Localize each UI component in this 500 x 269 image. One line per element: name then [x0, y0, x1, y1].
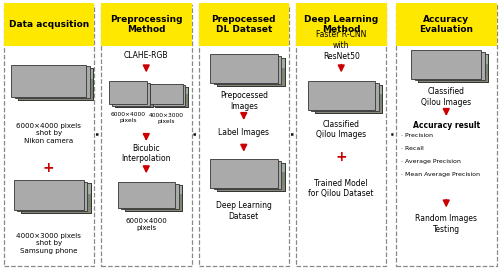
Text: Accuracy
Evaluation: Accuracy Evaluation [420, 15, 474, 34]
Bar [217, 58, 284, 86]
Bar [156, 103, 188, 107]
Text: · Average Precision: · Average Precision [401, 159, 461, 164]
Bar [115, 84, 152, 107]
Bar [124, 206, 182, 211]
Bar [17, 182, 88, 211]
Bar [15, 66, 90, 98]
Bar [396, 3, 496, 46]
Bar [4, 3, 94, 46]
Text: 6000×4000 pixels
shot by
Nikon camera: 6000×4000 pixels shot by Nikon camera [16, 123, 81, 144]
Bar [296, 3, 386, 46]
Bar [20, 183, 91, 213]
Bar [217, 162, 284, 191]
Text: 4000×3000
pixels: 4000×3000 pixels [149, 114, 184, 124]
Text: CLAHE-RGB: CLAHE-RGB [124, 51, 168, 60]
Bar [20, 207, 91, 213]
Bar [18, 68, 93, 79]
Bar [112, 83, 150, 105]
Text: · Precision: · Precision [401, 133, 433, 138]
Text: · Recall: · Recall [401, 146, 424, 151]
Text: Data acqusition: Data acqusition [8, 20, 89, 29]
Bar [415, 52, 485, 80]
Text: 4000×3000 pixels
shot by
Samsung phone: 4000×3000 pixels shot by Samsung phone [16, 233, 81, 254]
Text: 6000×4000
pixels: 6000×4000 pixels [126, 218, 167, 231]
Bar [101, 3, 192, 46]
Bar [156, 87, 188, 107]
Text: Deep Learning
Method: Deep Learning Method [304, 15, 378, 34]
Bar [314, 84, 382, 113]
Bar [115, 102, 152, 107]
Bar [217, 58, 284, 68]
Text: · Mean Average Precision: · Mean Average Precision [401, 172, 480, 177]
Text: Bicubic
Interpolation: Bicubic Interpolation [122, 144, 171, 163]
Bar [20, 183, 91, 213]
Bar [124, 186, 182, 211]
Bar [115, 84, 152, 107]
Bar [311, 83, 378, 111]
Text: +: + [336, 150, 347, 164]
Bar [153, 86, 186, 105]
Bar [214, 161, 281, 189]
Bar [308, 81, 375, 110]
Bar [217, 58, 284, 86]
Bar [121, 184, 178, 209]
Bar [314, 85, 382, 94]
Text: +: + [43, 161, 54, 175]
Bar [210, 159, 278, 188]
Bar [217, 80, 284, 86]
Bar [14, 180, 84, 210]
Bar [217, 185, 284, 191]
Bar [214, 56, 281, 84]
Bar [18, 94, 93, 100]
Bar [118, 182, 175, 208]
Bar [18, 68, 93, 100]
Bar [150, 84, 183, 104]
Text: Classified
Qilou Images: Classified Qilou Images [316, 120, 366, 139]
Bar [18, 68, 93, 100]
Bar [124, 186, 182, 211]
Bar [418, 54, 488, 63]
Bar [12, 65, 86, 97]
Text: Deep Learning
Dataset: Deep Learning Dataset [216, 201, 272, 221]
Bar [124, 186, 182, 194]
Bar [217, 162, 284, 172]
Bar [411, 51, 481, 79]
Text: Label Images: Label Images [218, 128, 269, 137]
Bar [109, 81, 146, 104]
Bar [418, 54, 488, 82]
Bar [217, 162, 284, 191]
Text: Classified
Qilou Images: Classified Qilou Images [421, 87, 472, 107]
Bar [314, 107, 382, 113]
Bar [210, 54, 278, 83]
Bar [418, 54, 488, 82]
Bar [115, 84, 152, 92]
Text: Faster R-CNN
with
ResNet50: Faster R-CNN with ResNet50 [316, 30, 366, 61]
Bar [418, 76, 488, 82]
Bar [20, 183, 91, 194]
Bar [156, 87, 188, 107]
Text: Prepocessed
DL Dataset: Prepocessed DL Dataset [212, 15, 276, 34]
Text: Accuracy result: Accuracy result [412, 121, 480, 130]
Text: Trained Model
for Qilou Dataset: Trained Model for Qilou Dataset [308, 179, 374, 198]
Bar [314, 84, 382, 113]
Bar [156, 87, 188, 94]
Text: 6000×4000
pixels: 6000×4000 pixels [110, 112, 145, 123]
Text: Prepocessed
Images: Prepocessed Images [220, 91, 268, 111]
Bar [198, 3, 289, 46]
Text: Preprocessing
Method: Preprocessing Method [110, 15, 182, 34]
Text: Random Images
Testing: Random Images Testing [416, 214, 478, 233]
